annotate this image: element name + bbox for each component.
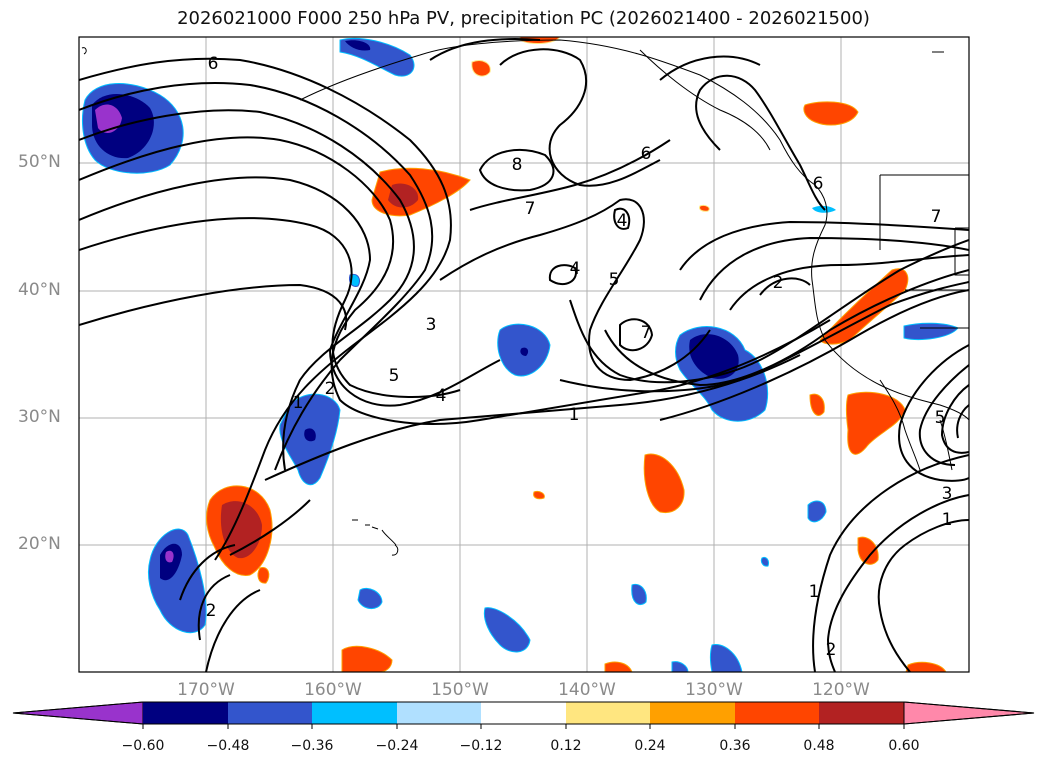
colorbar-tick-label: 0.36 bbox=[719, 738, 751, 754]
contour-label: 5 bbox=[935, 408, 946, 428]
colorbar-tick-label: 0.24 bbox=[634, 738, 666, 754]
contour-label: 1 bbox=[942, 510, 953, 530]
lat-label: 40°N bbox=[18, 280, 61, 300]
colorbar-extend-low bbox=[12, 701, 144, 725]
lat-label: 30°N bbox=[18, 407, 61, 427]
colorbar bbox=[12, 701, 1035, 729]
colorbar-segment bbox=[397, 702, 481, 724]
colorbar-segment bbox=[650, 702, 735, 724]
colorbar-segment bbox=[735, 702, 819, 724]
lat-label: 20°N bbox=[18, 534, 61, 554]
colorbar-segment bbox=[819, 702, 904, 724]
contour-label: 7 bbox=[525, 199, 536, 219]
colorbar-segment bbox=[143, 702, 228, 724]
precip-shading bbox=[81, 37, 959, 672]
contour-label: 6 bbox=[813, 174, 824, 194]
colorbar-extend-high bbox=[903, 701, 1035, 725]
colorbar-segment bbox=[566, 702, 650, 724]
lon-label: 160°W bbox=[304, 680, 362, 700]
contour-label: 7 bbox=[931, 207, 942, 227]
pv-contours bbox=[79, 38, 969, 672]
contour-label: 1 bbox=[569, 405, 580, 425]
colorbar-tick-label: −0.24 bbox=[375, 738, 419, 754]
lon-label: 140°W bbox=[558, 680, 616, 700]
colorbar-tick-label: −0.36 bbox=[290, 738, 334, 754]
contour-label: 6 bbox=[208, 54, 219, 74]
colorbar-segment bbox=[481, 702, 566, 724]
lon-label: 150°W bbox=[431, 680, 489, 700]
contour-label: 2 bbox=[325, 379, 336, 399]
colorbar-tick-label: 0.60 bbox=[888, 738, 920, 754]
contour-label: 3 bbox=[942, 484, 953, 504]
lon-label: 130°W bbox=[685, 680, 743, 700]
colorbar-tick-label: −0.48 bbox=[206, 738, 250, 754]
colorbar-segment bbox=[228, 702, 312, 724]
contour-label: 2 bbox=[773, 273, 784, 293]
lon-label: 120°W bbox=[812, 680, 870, 700]
lon-label: 170°W bbox=[177, 680, 235, 700]
contour-label: 2 bbox=[206, 601, 217, 621]
contour-label: 5 bbox=[609, 270, 620, 290]
colorbar-segment bbox=[312, 702, 397, 724]
contour-label: 4 bbox=[570, 259, 581, 279]
contour-label: 1 bbox=[809, 582, 820, 602]
colorbar-tick-label: 0.48 bbox=[803, 738, 835, 754]
contour-label: 1 bbox=[293, 393, 304, 413]
lat-label: 50°N bbox=[18, 152, 61, 172]
contour-label: 4 bbox=[617, 211, 628, 231]
contour-label: 4 bbox=[436, 386, 447, 406]
map-frame bbox=[78, 36, 970, 673]
contour-label: 8 bbox=[512, 155, 523, 175]
colorbar-tick-label: 0.12 bbox=[550, 738, 582, 754]
colorbar-tick-label: −0.60 bbox=[121, 738, 165, 754]
contour-label: 7 bbox=[641, 323, 652, 343]
contour-label: 5 bbox=[389, 366, 400, 386]
colorbar-tick-label: −0.12 bbox=[459, 738, 503, 754]
map-title: 2026021000 F000 250 hPa PV, precipitatio… bbox=[177, 8, 870, 29]
contour-label: 6 bbox=[641, 144, 652, 164]
contour-labels: 6 8 7 6 4 5 4 7 2 3 5 4 1 2 1 2 1 3 1 2 … bbox=[206, 54, 953, 660]
contour-label: 3 bbox=[426, 315, 437, 335]
contour-label: 2 bbox=[826, 640, 837, 660]
